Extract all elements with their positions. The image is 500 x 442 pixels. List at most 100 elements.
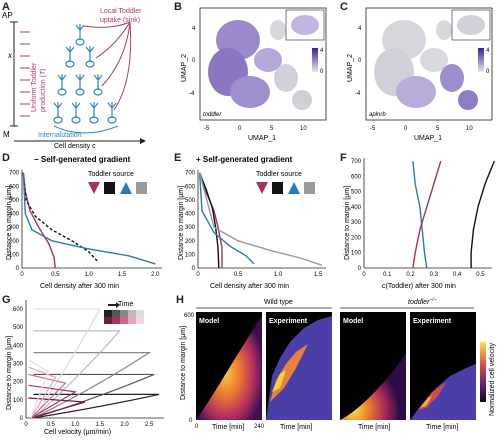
chart-d-series-line-2 [22,172,156,265]
ytick-b-2: -4 [189,91,195,97]
line-chart-f: Distance to margin [μm] c(Toddler) after… [344,158,495,290]
wt-model-label: Model [199,318,219,325]
ylabel-h: Distance to margin [μm] [180,326,187,400]
chart-d-ytick: 0 [16,266,20,272]
chart-g-ytick: 300 [13,362,24,368]
xtick-c-3: 10 [466,126,473,132]
chart-e-series-line-3 [198,172,323,266]
chart-e-ytick: 100 [185,252,196,258]
chart-e-xtick: 0 [196,272,200,278]
chart-e-ytick: 200 [185,239,196,245]
chart-g-ytick: 100 [13,398,24,404]
ytick-b-0: 4 [192,26,196,32]
chart-g-gray-profile-2 [33,352,152,419]
arrow-icon [108,302,120,308]
panel-label-a: A [2,1,10,13]
ytick-c-1: 0 [358,58,362,64]
legend-marker-black-d [104,182,115,194]
chart-g-red-profile-4 [28,359,49,419]
xtick-c-0: -5 [370,126,376,132]
line-chart-g: Time Distance to margin [μm] Cell veloci… [6,300,164,436]
chart-g-xtick: 1.5 [96,422,105,428]
chart-f-ytick: 300 [351,220,362,226]
chart-g-ytick: 500 [13,325,24,331]
panel-label-g: G [2,294,11,306]
chart-e-xtick: 0.5 [234,272,243,278]
chart-title-d: − Self-generated gradient [34,155,131,164]
mutant-experiment-label: Experiment [413,318,452,325]
legend-title-e: Toddler source [256,171,302,178]
xtick-h-0: 0 [195,424,199,430]
legend-marker-gray-e [304,182,315,194]
panel-d: D − Self-generated gradient Toddler sour… [0,150,170,290]
line-chart-e: + Self-generated gradient Toddler source… [178,155,326,290]
mutant-title: toddler [408,299,430,306]
chart-e-series-line-0 [198,172,223,268]
colorbar-max-b: 4 [320,48,324,54]
chart-f-ytick: 600 [351,174,362,180]
chart-f-series-line-1 [412,160,442,269]
legend-marker-blue-e [288,182,300,194]
panel-e: E + Self-generated gradient Toddler sour… [168,150,334,290]
chart-g-gray-profile-4 [32,308,101,419]
panel-g: G Time Distance to margin [μm] Cell velo… [0,292,170,437]
chart-d-ytick: 200 [9,239,20,245]
colorbar-b [312,48,318,72]
legend-marker-magenta-e [256,182,268,194]
panel-label-f: F [340,152,347,164]
ylabel-c: UMAP_2 [347,54,354,82]
production-text: Uniform Toddler [31,62,38,112]
chart-e-ytick: 500 [185,198,196,204]
chart-f-ytick: 100 [351,251,362,257]
colorbar-min-b: 0 [320,69,324,75]
chart-f-ytick: 0 [358,266,362,272]
panel-b: B 4 0 toddler -5 0 5 10 UMAP_1 4 0 -4 [168,0,334,150]
xlabel-d: Cell density after 300 min [40,283,119,290]
panel-f: F Distance to margin [μm] c(Toddler) aft… [334,150,500,290]
xlabel-h-2: Time [min] [280,424,312,431]
ylabel-f: Distance to margin [μm] [344,186,351,260]
mutant-superscript: −/− [429,297,436,303]
legend-marker-gray-d [136,182,147,194]
x-label: x [7,51,13,60]
chart-g-ytick: 200 [13,380,24,386]
xlabel-c: UMAP_1 [414,135,442,142]
colorbar-max-c: 4 [486,48,490,54]
chart-g-xtick: 0.5 [46,422,55,428]
umap-cells-c [374,20,478,110]
cell-density-axis-label: Cell density c [54,143,96,150]
production-arrows [20,31,30,117]
xlabel-h-4: Time [min] [426,424,458,431]
chart-f-xtick: 0.2 [406,272,415,278]
colorbar-label: Normalized cell velocity [489,342,496,416]
chart-d-xtick: 1.0 [84,272,93,278]
panel-label-d: D [2,152,10,164]
panel-label-h: H [176,294,184,306]
ap-label: AP [2,11,13,20]
panel-c: C 4 0 aplnrb -5 0 5 10 UMAP_1 4 0 -4 [334,0,500,150]
chart-g-red-profile-1 [28,384,78,419]
chart-g-gray-profile-0 [33,393,160,419]
chart-g-gray-profile-3 [32,330,121,419]
panel-label-c: C [340,1,348,13]
xtick-b-1: 0 [238,126,242,132]
gene-label-b: toddler [203,112,222,118]
legend-marker-blue-d [120,182,132,194]
colorbar-min-c: 0 [486,69,490,75]
chart-d-xtick: 2.0 [151,272,160,278]
chart-e-series-line-2 [198,172,255,265]
chart-f-xtick: 0.1 [383,272,392,278]
chart-f-ytick: 200 [351,235,362,241]
umap-plot-b: 4 0 toddler -5 0 5 10 UMAP_1 4 0 -4 UMAP… [181,7,327,142]
production-text-2: production ( [40,74,47,112]
svg-text:Uniform Toddler: Uniform Toddler [31,62,38,112]
legend-title-g: Time [118,301,133,308]
uptake-lines [83,21,132,111]
chart-f-xtick: 0.3 [430,272,439,278]
xlabel-g: Cell velocity (μm/min) [44,429,111,436]
cell-icons [53,24,117,124]
time-legend-g [104,310,144,324]
ylabel-d: Distance to margin [μm] [6,186,13,260]
production-symbol: T [40,70,47,75]
chart-e-ytick: 700 [185,171,196,177]
